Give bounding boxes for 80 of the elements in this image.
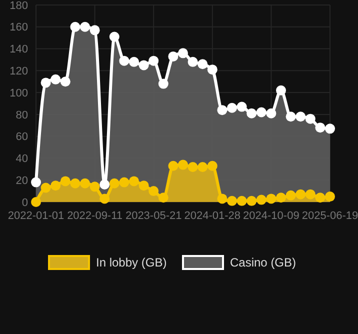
point [138,180,149,191]
point [168,51,178,62]
point [129,56,139,67]
point [70,178,80,188]
point [119,177,130,188]
point [236,102,247,112]
point [266,194,276,204]
point [325,192,335,202]
point [60,76,70,87]
point [90,25,100,36]
point [236,196,247,206]
point [40,182,51,193]
point [305,189,316,200]
point [158,78,168,89]
point [227,196,237,206]
point [198,162,208,172]
point [109,178,120,188]
point [286,190,296,200]
point [100,194,110,204]
y-tick-label: 0 [22,196,28,209]
y-tick-label: 100 [10,87,28,100]
point [276,85,286,96]
point [325,124,335,134]
point [168,160,178,171]
point [315,192,326,203]
point [40,78,51,88]
point [90,182,100,192]
point [198,59,208,70]
point [109,32,120,42]
point [207,160,218,171]
point [217,105,228,116]
point [158,192,168,203]
point [315,122,326,133]
x-tick-label: 2024-01-28 [184,210,241,222]
point [70,22,80,32]
x-tick-label: 2023-05-21 [125,210,182,222]
point [296,112,306,122]
point [148,56,159,66]
point [276,192,286,203]
x-tick-label: 2024-10-09 [243,210,300,222]
point [148,186,159,196]
legend-label: Casino (GB) [230,256,296,270]
legend-label: In lobby (GB) [96,256,167,270]
point [207,64,218,75]
x-tick-label: 2025-06-19 [302,210,358,222]
point [138,60,149,70]
y-tick-label: 40 [16,153,28,166]
point [227,102,237,113]
point [266,108,276,118]
point [80,22,90,32]
y-tick-label: 160 [10,22,28,34]
point [246,196,257,206]
y-tick-label: 20 [16,174,28,187]
point [256,194,266,205]
point [31,197,41,207]
point [296,189,306,200]
point [50,180,61,191]
point [80,178,90,188]
point [129,176,139,186]
point [256,107,266,118]
point [50,74,61,84]
x-tick-label: 2022-09-11 [67,210,123,222]
point [188,56,198,67]
point [31,177,41,188]
point [178,160,188,170]
point [60,176,70,186]
y-tick-label: 60 [16,131,28,144]
point [119,56,130,66]
y-tick-label: 80 [16,109,28,122]
point [100,179,110,190]
point [178,48,188,58]
point [217,194,228,204]
point [286,112,296,122]
point [188,162,198,172]
y-tick-label: 140 [10,44,28,56]
x-tick-label: 2022-01-01 [8,210,64,222]
point [305,114,316,124]
y-tick-label: 180 [10,0,28,12]
y-tick-label: 120 [10,66,28,78]
point [246,108,257,118]
